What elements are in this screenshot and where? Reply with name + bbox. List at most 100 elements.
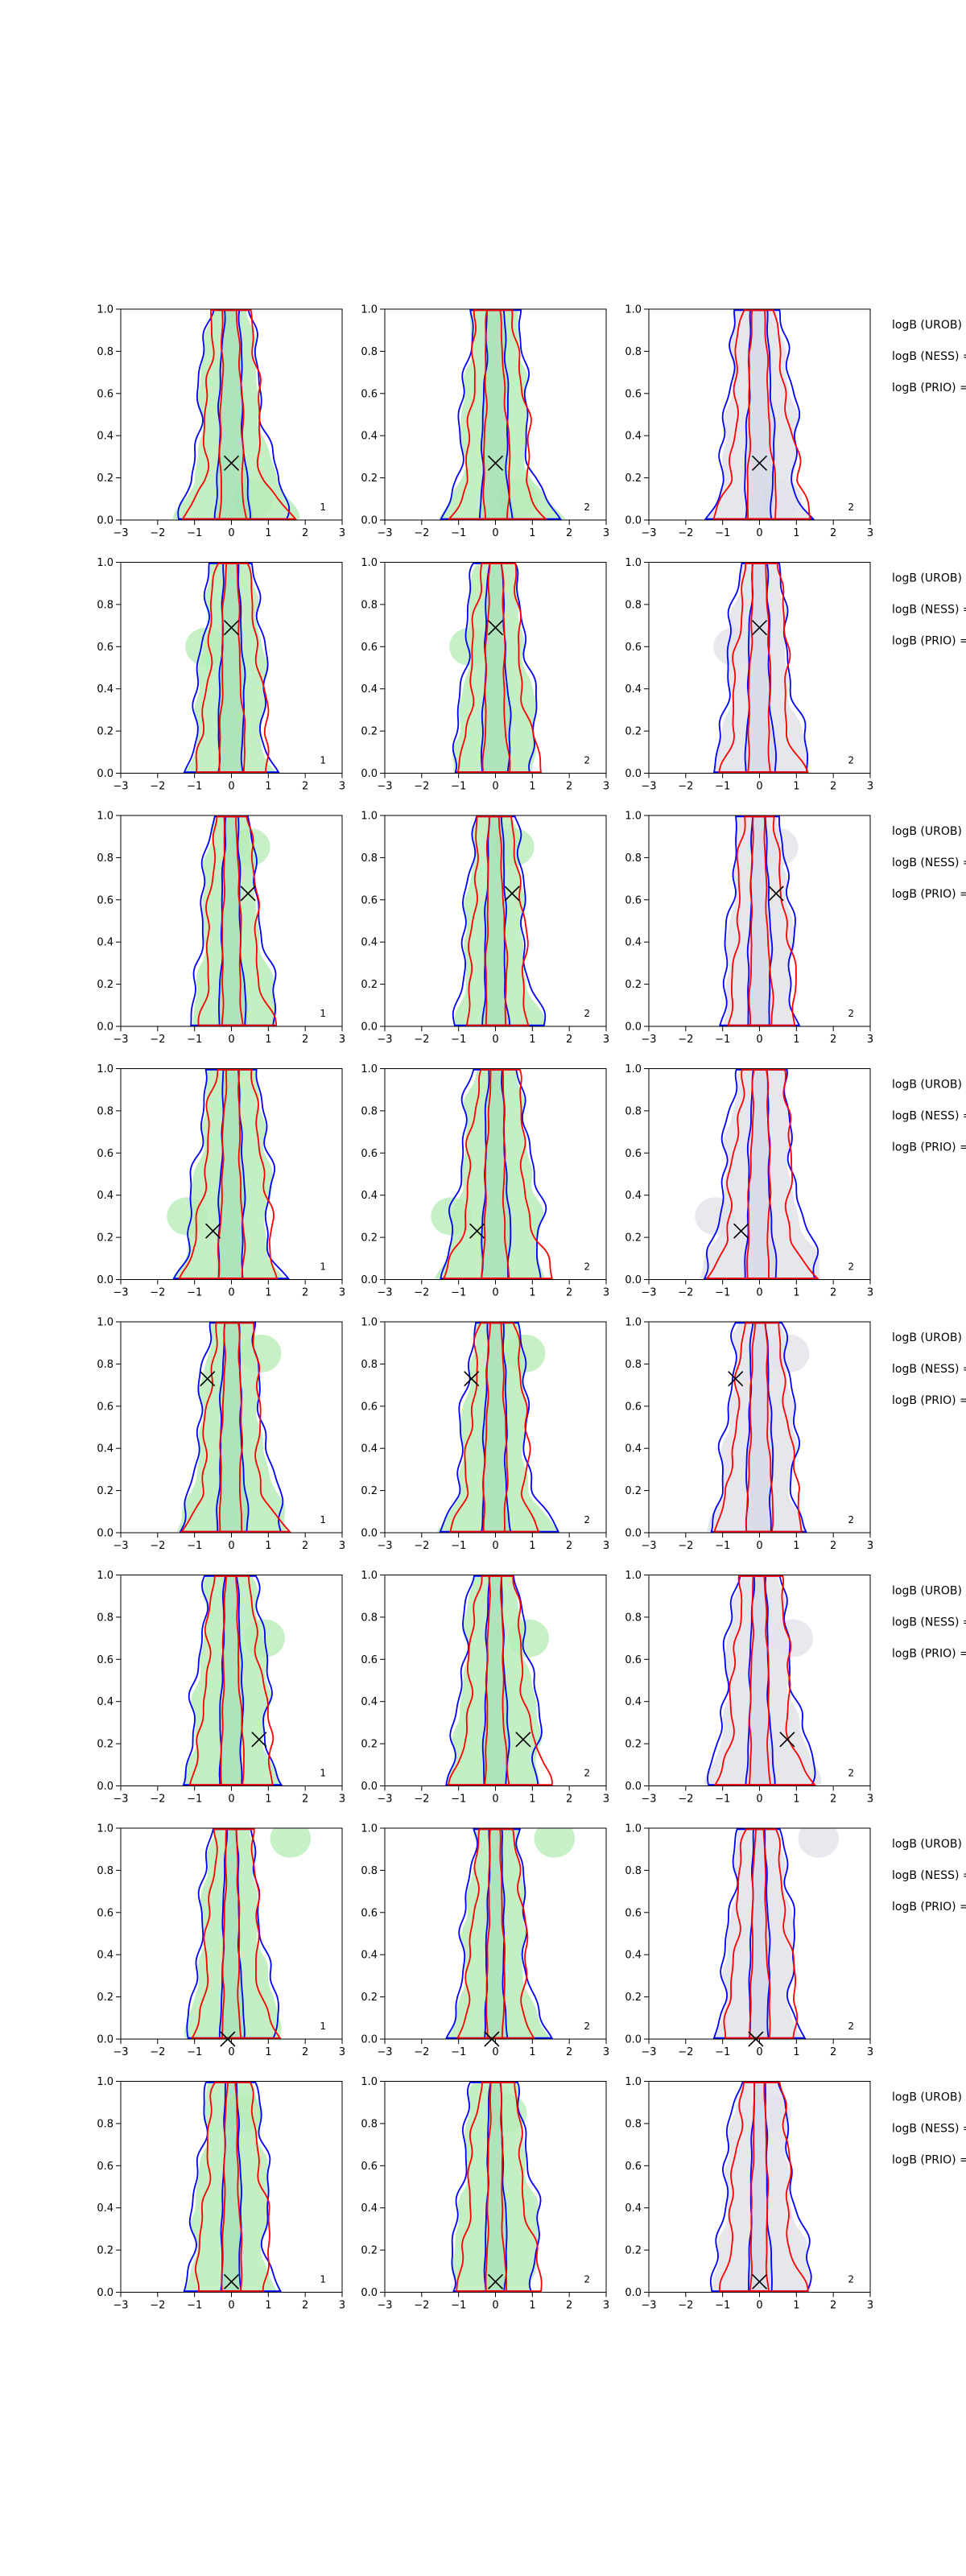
x-tick-label: −2 [678, 1287, 693, 1299]
x-tick-label: 2 [566, 1034, 572, 1046]
x-tick-label: −2 [150, 2300, 165, 2312]
x-tick-label: 3 [339, 1287, 345, 1299]
x-tick-label: −2 [678, 2046, 693, 2058]
x-tick-label: −1 [715, 2300, 730, 2312]
y-tick-label: 0.6 [361, 2161, 378, 2173]
x-tick-label: −2 [678, 527, 693, 539]
panel-tag: 2 [584, 1261, 590, 1273]
row-6: −3 −2 −1 0 1 2 3 0.0 0.2 0.4 0.6 0.8 1.0 1 −3 −2 −1 0 1 2 3 0… [97, 1570, 966, 1806]
red-contour-outer [713, 1322, 803, 1533]
x-tick-label: 2 [566, 1287, 572, 1299]
panel-r1-c3: −3 −2 −1 0 1 2 3 0.0 0.2 0.4 0.6 0.8 1.0 2 [625, 304, 873, 540]
x-tick-label: 2 [566, 781, 572, 793]
x-tick-label: −1 [451, 1794, 466, 1806]
x-tick-label: −3 [113, 1287, 128, 1299]
y-tick-label: 0.6 [361, 1401, 378, 1413]
x-tick-label: 0 [228, 1540, 234, 1552]
x-tick-label: 2 [830, 2300, 836, 2312]
x-tick-label: −2 [150, 1287, 165, 1299]
x-marker [487, 455, 504, 471]
y-tick-label: 0.2 [97, 2245, 114, 2257]
x-tick-label: 3 [867, 527, 873, 539]
red-contour-inner [747, 562, 772, 774]
y-tick-label: 0.0 [625, 2034, 642, 2046]
red-contour-outer [718, 2081, 809, 2293]
y-tick-label: 0.4 [625, 431, 642, 443]
y-tick-label: 0.0 [625, 768, 642, 780]
y-tick-label: 0.0 [97, 2034, 114, 2046]
x-tick-label: 2 [302, 1794, 308, 1806]
side-label-3: logB (PRIO) = [892, 635, 966, 648]
x-tick-label: 3 [339, 1034, 345, 1046]
plot-area [183, 2081, 283, 2293]
y-tick-label: 0.6 [97, 388, 114, 400]
y-tick-label: 0.8 [625, 1612, 642, 1624]
y-tick-label: 0.2 [361, 2245, 378, 2257]
panel-tag: 1 [320, 1768, 326, 1779]
y-tick-label: 0.0 [361, 515, 378, 527]
panel-tag: 1 [320, 1514, 326, 1525]
x-tick-label: 1 [265, 2046, 271, 2058]
y-tick-label: 0.8 [97, 1359, 114, 1371]
plot-area [706, 1322, 810, 1533]
density-fill-blob [270, 1828, 312, 1858]
x-tick-label: −2 [414, 1794, 429, 1806]
x-marker [504, 886, 520, 902]
plot-area [167, 1068, 291, 1280]
y-tick-label: 0.4 [625, 1190, 642, 1202]
x-tick-label: 2 [830, 527, 836, 539]
x-tick-label: 3 [339, 2046, 345, 2058]
plot-area [431, 1068, 553, 1280]
x-marker [751, 455, 768, 471]
x-tick-label: 0 [756, 1034, 762, 1046]
y-tick-label: 0.2 [625, 1232, 642, 1245]
red-contour-outer [194, 2081, 270, 2293]
blue-contour-outer [183, 562, 280, 774]
panel-tag: 2 [848, 502, 854, 513]
density-fill-blob [695, 1197, 736, 1236]
y-tick-label: 0.8 [361, 1865, 378, 1877]
y-tick-label: 0.2 [625, 1739, 642, 1751]
red-contour-inner [218, 562, 246, 774]
x-tick-label: −3 [641, 2046, 656, 2058]
plot-area [704, 1575, 822, 1786]
x-tick-label: 0 [492, 781, 498, 793]
y-tick-label: 1.0 [361, 1317, 378, 1329]
red-contour-outer [180, 1322, 291, 1533]
x-tick-label: −2 [414, 781, 429, 793]
blue-contour-outer [172, 1068, 291, 1280]
y-tick-label: 1.0 [361, 557, 378, 569]
side-label-1: logB (UROB) = [892, 1838, 966, 1851]
x-tick-label: 1 [529, 527, 535, 539]
x-tick-label: 2 [566, 527, 572, 539]
blue-contour-outer [703, 1068, 819, 1280]
x-tick-label: 2 [566, 1794, 572, 1806]
x-tick-label: 0 [492, 2300, 498, 2312]
blue-contour-outer [452, 815, 547, 1026]
blue-contour-outer [704, 309, 815, 520]
y-tick-label: 0.4 [97, 1696, 114, 1708]
x-tick-label: −2 [678, 2300, 693, 2312]
y-tick-label: 0.4 [625, 2202, 642, 2215]
y-tick-label: 0.6 [625, 1907, 642, 1919]
row-5: −3 −2 −1 0 1 2 3 0.0 0.2 0.4 0.6 0.8 1.0 1 −3 −2 −1 0 1 2 3 0… [97, 1317, 966, 1553]
x-tick-label: 1 [529, 2300, 535, 2312]
y-tick-label: 0.2 [97, 473, 114, 485]
x-tick-label: 1 [793, 781, 799, 793]
x-tick-label: 1 [529, 1540, 535, 1552]
y-tick-label: 0.4 [97, 1443, 114, 1455]
red-contour-inner [220, 1575, 245, 1786]
panel-r8-c3: −3 −2 −1 0 1 2 3 0.0 0.2 0.4 0.6 0.8 1.0 2 [625, 2076, 873, 2312]
x-tick-label: 3 [339, 1794, 345, 1806]
red-contour-inner [221, 2081, 243, 2293]
x-tick-label: −3 [377, 1794, 392, 1806]
red-contour-outer [197, 815, 278, 1026]
x-tick-label: −1 [715, 2046, 730, 2058]
panel-r3-c2: −3 −2 −1 0 1 2 3 0.0 0.2 0.4 0.6 0.8 1.0 2 [361, 811, 609, 1046]
plot-area [695, 1068, 821, 1280]
x-tick-label: 3 [603, 1540, 609, 1552]
panel-tag: 1 [320, 755, 326, 766]
x-tick-label: 0 [228, 527, 234, 539]
panel-tag: 2 [584, 2021, 590, 2032]
x-tick-label: 2 [830, 1794, 836, 1806]
